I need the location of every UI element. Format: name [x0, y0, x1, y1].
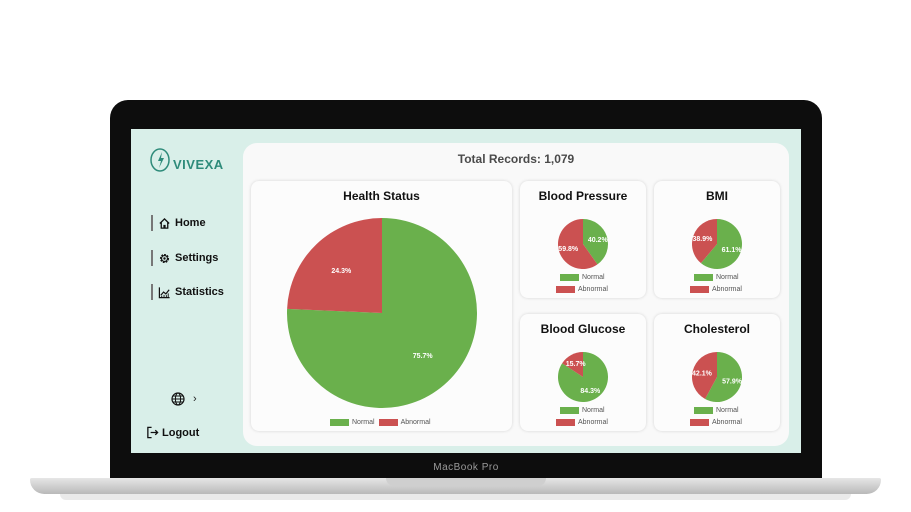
slice-label-abnormal: 59.8% — [558, 246, 579, 253]
laptop-shadow — [60, 494, 851, 500]
pie-slice-normal — [705, 352, 742, 402]
gear-icon — [159, 253, 170, 263]
legend-abnormal: Abnormal — [690, 419, 742, 426]
legend-abnormal: Abnormal — [690, 286, 742, 293]
chevron-right-icon: › — [193, 393, 197, 405]
legend-swatch-abnormal — [378, 419, 398, 426]
logout-icon — [147, 426, 159, 439]
pie-chart-blood-glucose: 84.3% 15.7% — [558, 352, 608, 402]
slice-label-normal: 57.9% — [722, 378, 742, 385]
main-panel: Total Records: 1,079 Health Status 75.7%… — [243, 143, 789, 446]
pie-slice-abnormal — [692, 352, 717, 399]
legend-swatch-normal — [330, 419, 349, 426]
laptop-base — [30, 478, 881, 494]
legend-normal: Normal — [560, 407, 605, 414]
legend-label-normal: Normal — [352, 419, 375, 426]
card-blood-pressure: Blood Pressure 40.2% 59.8% Normal Abnorma… — [520, 181, 646, 298]
legend-swatch-normal — [694, 407, 713, 414]
device-label: MacBook Pro — [433, 462, 499, 473]
logout-button[interactable]: Logout — [146, 426, 199, 439]
chart-legend: Normal Abnormal — [330, 419, 431, 426]
legend-abnormal: Abnormal — [556, 286, 608, 293]
slice-label-abnormal: 24.3% — [331, 268, 352, 275]
slice-label-abnormal: 15.7% — [566, 361, 587, 368]
legend-swatch-abnormal — [556, 419, 575, 426]
legend-label-abnormal: Abnormal — [400, 419, 431, 426]
brand-logo[interactable]: VIVEXA — [149, 147, 224, 173]
legend-abnormal: Abnormal — [556, 419, 608, 426]
home-icon — [159, 217, 170, 229]
chart-title: Blood Glucose — [540, 322, 626, 336]
nav-indicator — [151, 215, 153, 231]
app-screen: VIVEXA Home Settings — [131, 129, 801, 453]
legend-label-normal: Normal — [582, 407, 605, 414]
pie-chart-cholesterol: 57.9% 42.1% — [692, 352, 742, 402]
logout-label: Logout — [162, 426, 200, 439]
legend-swatch-abnormal — [556, 286, 575, 293]
chart-title: Cholesterol — [683, 322, 750, 336]
pie-slice-abnormal — [562, 352, 583, 377]
sidebar-item-label: Settings — [175, 252, 219, 264]
slice-label-normal: 75.7% — [413, 353, 434, 360]
sidebar-item-home[interactable]: Home — [151, 215, 206, 231]
pie-chart-health: 75.7% 24.3% — [287, 218, 477, 408]
legend-label-abnormal: Abnormal — [712, 419, 742, 426]
pie-slice-abnormal — [692, 219, 717, 264]
chart-title: Health Status — [343, 189, 420, 203]
nav-indicator — [151, 250, 153, 266]
sidebar-item-settings[interactable]: Settings — [151, 250, 218, 266]
sidebar: VIVEXA Home Settings — [131, 129, 241, 453]
nav-indicator — [151, 284, 153, 300]
card-blood-glucose: Blood Glucose 84.3% 15.7% Normal Abnormal — [520, 314, 646, 431]
legend-swatch-normal — [560, 407, 579, 414]
logo-icon — [150, 148, 170, 172]
globe-icon — [171, 392, 185, 406]
legend-label-normal: Normal — [716, 407, 739, 414]
chart-icon — [158, 286, 170, 298]
language-selector[interactable]: › — [171, 392, 197, 406]
sidebar-item-label: Statistics — [175, 286, 224, 298]
slice-label-normal: 84.3% — [580, 388, 601, 395]
laptop-notch — [386, 478, 546, 486]
legend-swatch-normal — [560, 274, 579, 281]
card-health-status: Health Status 75.7% 24.3% Normal Abnormal — [251, 181, 512, 431]
sidebar-item-statistics[interactable]: Statistics — [151, 284, 224, 300]
slice-label-abnormal: 42.1% — [692, 371, 713, 378]
slice-label-normal: 61.1% — [722, 247, 742, 254]
legend-swatch-abnormal — [690, 286, 709, 293]
legend-label-abnormal: Abnormal — [712, 286, 742, 293]
legend-normal: Normal — [694, 274, 739, 281]
sidebar-item-label: Home — [175, 217, 206, 229]
pie-chart-bmi: 61.1% 38.9% — [692, 219, 742, 269]
pie-slice-normal — [583, 219, 608, 265]
chart-title: Blood Pressure — [538, 189, 628, 203]
total-records: Total Records: 1,079 — [457, 152, 575, 166]
legend-label-normal: Normal — [582, 274, 605, 281]
card-cholesterol: Cholesterol 57.9% 42.1% Normal Abnormal — [654, 314, 780, 431]
legend-label-abnormal: Abnormal — [578, 286, 608, 293]
legend-label-normal: Normal — [716, 274, 739, 281]
pie-chart-blood-pressure: 40.2% 59.8% — [558, 219, 608, 269]
brand-name: VIVEXA — [173, 156, 224, 172]
legend-normal: Normal — [694, 407, 739, 414]
pie-slice-abnormal — [558, 219, 598, 269]
legend-swatch-normal — [694, 274, 713, 281]
chart-title: BMI — [706, 189, 728, 203]
legend-swatch-abnormal — [690, 419, 709, 426]
pie-slice-abnormal — [287, 218, 382, 313]
slice-label-abnormal: 38.9% — [693, 236, 714, 243]
legend-normal: Normal — [560, 274, 605, 281]
pie-slice-normal — [700, 219, 742, 269]
card-bmi: BMI 61.1% 38.9% Normal Abnormal — [654, 181, 780, 298]
legend-label-abnormal: Abnormal — [578, 419, 608, 426]
slice-label-normal: 40.2% — [588, 237, 608, 244]
